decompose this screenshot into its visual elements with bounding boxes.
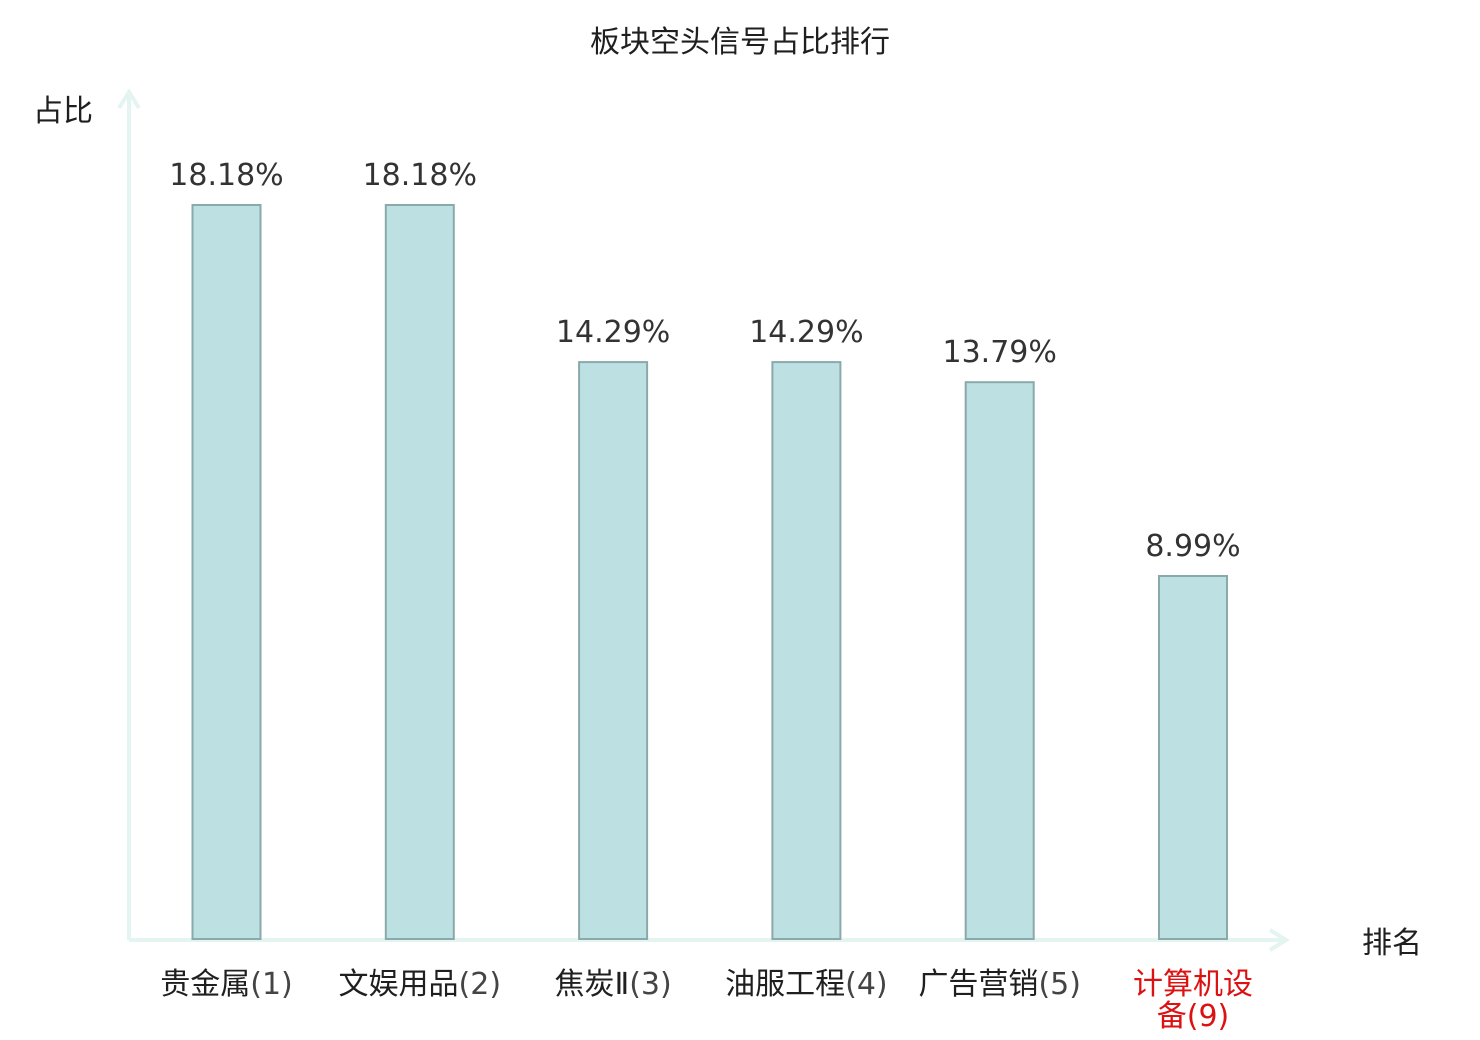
bar-2 xyxy=(384,204,455,940)
category-rank: (3) xyxy=(629,967,672,1002)
bars-group xyxy=(191,204,1228,941)
value-label-5: 13.79% xyxy=(943,335,1057,370)
category-name-line-2: 备 xyxy=(1157,999,1187,1034)
chart-title: 板块空头信号占比排行 xyxy=(590,25,890,60)
category-rank: (9) xyxy=(1187,999,1230,1034)
category-label-3: 焦炭Ⅱ(3) xyxy=(554,967,671,1002)
x-axis-label: 排名 xyxy=(1362,926,1422,961)
category-labels-group: 贵金属(1) 文娱用品(2) 焦炭Ⅱ(3) 油服工程(4) 广告营销(5) 计算机设备(9… xyxy=(160,967,1253,1034)
category-name: 贵金属 xyxy=(160,967,250,1002)
category-name: 广告营销 xyxy=(918,967,1038,1002)
category-name: 文娱用品 xyxy=(339,967,459,1002)
bar-3 xyxy=(578,361,649,941)
category-label-4: 油服工程(4) xyxy=(725,967,888,1002)
value-label-6: 8.99% xyxy=(1145,529,1240,564)
value-label-3: 14.29% xyxy=(556,315,670,350)
category-rank: (2) xyxy=(459,967,502,1002)
value-label-4: 14.29% xyxy=(749,315,863,350)
category-label-5: 广告营销(5) xyxy=(918,967,1080,1002)
value-labels-group: 18.18% 18.18% 14.29% 14.29% 13.79% 8.99% xyxy=(169,158,1240,564)
category-label-2: 文娱用品(2) xyxy=(339,967,502,1002)
category-rank: (1) xyxy=(250,967,293,1002)
y-axis-label: 占比 xyxy=(33,94,93,129)
bar-6 xyxy=(1158,575,1228,940)
category-rank: (5) xyxy=(1038,967,1081,1002)
x-axis-arrow xyxy=(1268,928,1290,952)
value-label-2: 18.18% xyxy=(363,158,477,193)
category-label-1: 贵金属(1) xyxy=(160,967,293,1002)
category-rank: (4) xyxy=(845,967,888,1002)
y-axis-arrow xyxy=(117,88,141,110)
value-label-1: 18.18% xyxy=(169,158,283,193)
bar-5 xyxy=(964,381,1035,940)
bar-4 xyxy=(771,361,842,941)
category-name: 焦炭Ⅱ xyxy=(554,967,629,1002)
category-label-6: 计算机设备(9) xyxy=(1133,967,1253,1034)
axes xyxy=(117,88,1290,952)
category-name: 油服工程 xyxy=(725,967,845,1002)
category-name-line-1: 计算机设 xyxy=(1133,967,1253,1002)
bar-1 xyxy=(191,204,262,940)
